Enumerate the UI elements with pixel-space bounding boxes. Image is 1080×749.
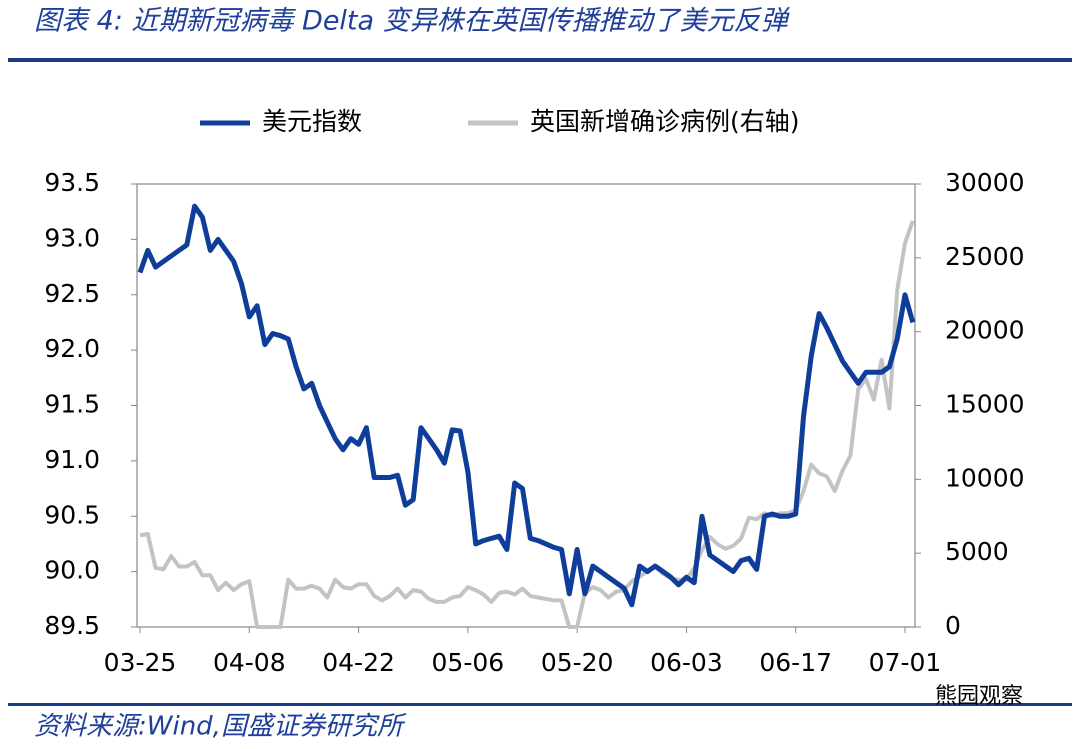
y2-tick-label: 20000 (945, 316, 1025, 345)
y-tick-label: 90.5 (44, 500, 100, 529)
y2-tick-label: 10000 (945, 463, 1025, 492)
y2-tick-label: 5000 (945, 537, 1009, 566)
x-tick-label: 06-17 (759, 648, 832, 677)
y-tick-label: 90.0 (44, 556, 100, 585)
y2-tick-label: 25000 (945, 242, 1025, 271)
y-tick-label: 92.0 (44, 334, 100, 363)
series-line (139, 220, 915, 629)
y-tick-label: 91.5 (44, 390, 100, 419)
watermark: 熊园观察 (935, 684, 1023, 709)
y-tick-label: 91.0 (44, 445, 100, 474)
x-tick-label: 04-08 (213, 648, 286, 677)
source: 资料来源:Wind,国盛证券研究所 (34, 712, 407, 742)
y2-tick-label: 30000 (945, 168, 1025, 197)
legend-label: 英国新增确诊病例(右轴) (530, 107, 800, 136)
x-tick-label: 04-22 (322, 648, 395, 677)
chart-title: 图表 4: 近期新冠病毒 Delta 变异株在英国传播推动了美元反弹 (34, 6, 791, 37)
y-tick-label: 89.5 (44, 611, 100, 640)
x-tick-label: 07-01 (869, 648, 942, 677)
x-tick-label: 05-20 (541, 648, 614, 677)
y-tick-label: 92.5 (44, 279, 100, 308)
y2-tick-label: 0 (945, 611, 961, 640)
plot-frame (136, 183, 916, 628)
y-tick-label: 93.0 (44, 223, 100, 252)
x-tick-label: 06-03 (650, 648, 723, 677)
x-tick-label: 03-25 (104, 648, 177, 677)
series-line (137, 203, 916, 608)
y2-tick-label: 15000 (945, 390, 1025, 419)
legend-label: 美元指数 (262, 107, 362, 136)
title-rule (8, 58, 1072, 62)
y-tick-label: 93.5 (44, 168, 100, 197)
x-tick-label: 05-06 (432, 648, 505, 677)
source-rule (8, 703, 1072, 706)
